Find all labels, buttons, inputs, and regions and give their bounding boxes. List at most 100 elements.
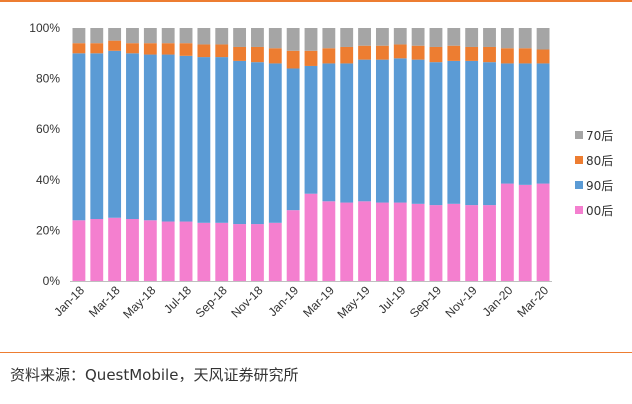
bar-segment [90, 53, 104, 220]
bar-segment [447, 45, 461, 61]
bar-segment [215, 44, 229, 58]
bar-segment [161, 28, 175, 44]
bar-segment [72, 220, 86, 281]
legend-swatch [575, 181, 583, 189]
bar-segment [465, 46, 479, 61]
bar-segment [286, 210, 300, 281]
x-tick-label: Mar-20 [514, 283, 551, 320]
bar-segment [268, 222, 282, 281]
bar-segment [411, 45, 425, 60]
legend-label: 00后 [586, 204, 613, 218]
bar-segment [340, 63, 354, 203]
x-tick-label: Jan-20 [480, 283, 516, 319]
bar-segment [536, 49, 550, 64]
bar-segment [108, 217, 122, 281]
bar-segment [304, 50, 318, 66]
legend-swatch [575, 131, 583, 139]
bar-segment [304, 28, 318, 51]
bar-segment [72, 53, 86, 221]
bar-segment [179, 55, 193, 222]
bar-segment [197, 57, 211, 223]
bar-segment [518, 63, 532, 185]
bar-segment [447, 60, 461, 204]
bar-segment [393, 44, 407, 59]
x-tick-label: Sep-18 [193, 283, 230, 320]
bar-segment [393, 202, 407, 281]
bar-segment [465, 60, 479, 206]
bar-segment [233, 224, 247, 281]
bar-segment [286, 68, 300, 211]
bar-segment [143, 54, 157, 221]
bar-segment [143, 43, 157, 55]
bar-segment [429, 205, 443, 281]
bar-segment [322, 48, 336, 64]
bar-segment [304, 193, 318, 281]
y-axis-ticks: 0% 20% 40% 60% 80% 100% [29, 21, 60, 288]
bar-segment [536, 28, 550, 50]
bar-segment [143, 28, 157, 44]
bar-series [72, 28, 550, 281]
x-tick-label: Nov-18 [228, 283, 265, 320]
legend-swatch [575, 206, 583, 214]
legend-label: 70后 [586, 129, 613, 143]
x-tick-label: Sep-19 [407, 283, 444, 320]
bar-segment [90, 43, 104, 54]
bar-segment [483, 28, 496, 47]
bar-segment [536, 183, 550, 281]
bar-segment [500, 28, 514, 49]
bar-segment [72, 43, 86, 54]
bar-segment [411, 59, 425, 204]
bar-segment [340, 202, 354, 281]
bar-segment [536, 63, 550, 184]
bar-segment [465, 28, 479, 47]
legend-label: 90后 [586, 179, 613, 193]
x-tick-label: Jul-19 [375, 283, 408, 316]
x-tick-label: Mar-19 [300, 283, 337, 320]
bar-segment [518, 184, 532, 281]
bar-segment [286, 28, 300, 51]
top-rule [0, 0, 632, 2]
bar-segment [340, 28, 354, 47]
bar-segment [447, 28, 461, 46]
bar-segment [108, 50, 122, 218]
bar-segment [126, 219, 139, 281]
bar-segment [197, 222, 211, 281]
bar-segment [518, 28, 532, 49]
bar-segment [358, 45, 371, 60]
bar-segment [322, 28, 336, 49]
legend-swatch [575, 156, 583, 164]
bar-segment [108, 28, 122, 41]
bar-segment [286, 50, 300, 69]
bar-segment [90, 219, 104, 281]
bar-segment [304, 65, 318, 194]
bar-segment [90, 28, 104, 44]
bar-segment [429, 46, 443, 63]
y-tick-label: 0% [43, 274, 61, 288]
bar-segment [411, 203, 425, 281]
bar-segment [126, 53, 139, 220]
bar-segment [375, 28, 389, 46]
bar-segment [447, 203, 461, 281]
bar-segment [411, 28, 425, 46]
bottom-rule [0, 352, 632, 353]
bar-segment [268, 48, 282, 64]
legend: 70后 80后 90后 00后 [575, 129, 613, 218]
bar-segment [483, 62, 496, 206]
bar-segment [500, 183, 514, 281]
bar-segment [126, 43, 139, 54]
bar-segment [322, 63, 336, 202]
bar-segment [143, 220, 157, 281]
bar-segment [108, 40, 122, 51]
bar-segment [179, 221, 193, 281]
bar-segment [215, 222, 229, 281]
x-tick-label: May-18 [120, 283, 158, 321]
bar-segment [393, 58, 407, 203]
y-tick-label: 40% [36, 173, 60, 187]
bar-segment [126, 28, 139, 44]
x-tick-label: Jan-18 [51, 283, 87, 319]
bar-segment [500, 63, 514, 184]
bar-segment [215, 57, 229, 223]
bar-segment [179, 43, 193, 56]
x-tick-label: Mar-18 [86, 283, 123, 320]
